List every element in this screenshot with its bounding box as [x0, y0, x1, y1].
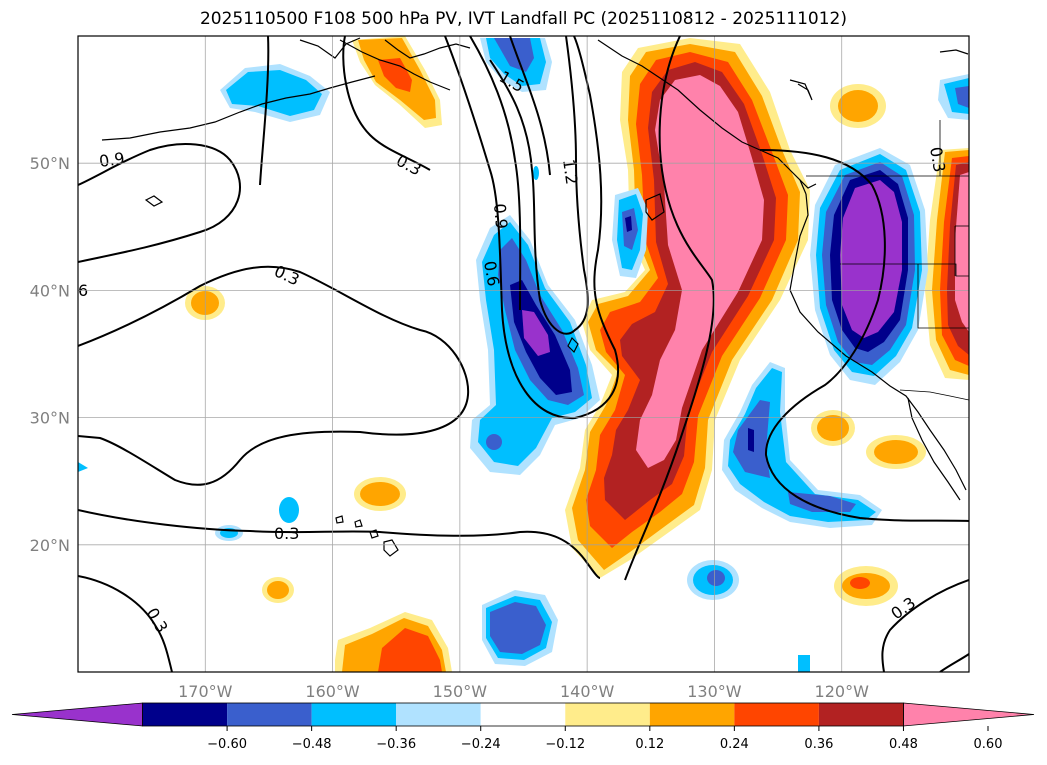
lat-tick-label: 50°N	[30, 154, 70, 173]
lon-tick-label: 120°W	[815, 682, 870, 701]
colorbar-segment	[227, 703, 312, 726]
map-frame	[77, 35, 970, 673]
colorbar-segment	[565, 703, 650, 726]
contour-label: 0.3	[274, 524, 299, 543]
lat-tick-label: 20°N	[30, 536, 70, 555]
longitude-labels: 170°W 160°W 150°W 140°W 130°W 120°W	[178, 682, 869, 701]
colorbar-tick-label: 0.36	[804, 737, 833, 752]
coastlines	[101, 37, 969, 557]
colorbar-tick-label: 0.48	[889, 737, 918, 752]
colorbar: −0.60 −0.48 −0.36 −0.24 −0.12 0.12 0.24 0.36 0.4…	[11, 702, 1035, 752]
contour-label: 0.6	[480, 259, 503, 287]
colorbar-segment	[818, 703, 904, 726]
negative-anomaly-west-coast	[810, 148, 928, 385]
colorbar-segment	[649, 703, 735, 726]
map-panel: 1.5 0.9 0.3 1.2 0.9 0.6 6 0.3 0.3 0.3 0.…	[78, 36, 969, 672]
contour-label: 1.2	[559, 158, 581, 186]
negative-anomaly-subtropics	[722, 362, 882, 528]
colorbar-frame	[142, 702, 904, 727]
latitude-labels: 50°N 40°N 30°N 20°N	[30, 154, 70, 555]
colorbar-tick-label: 0.12	[635, 737, 664, 752]
lon-tick-label: 170°W	[178, 682, 233, 701]
colorbar-segment	[311, 703, 397, 726]
lon-tick-label: 140°W	[560, 682, 615, 701]
colorbar-segment	[734, 703, 819, 726]
colorbar-extend-low	[11, 702, 143, 727]
colorbar-segment	[480, 703, 566, 726]
colorbar-tick-label: −0.48	[292, 737, 332, 752]
colorbar-tick-label: −0.12	[545, 737, 585, 752]
lat-tick-label: 30°N	[30, 409, 70, 428]
colorbar-extend-high	[903, 702, 1035, 727]
colorbar-segment	[396, 703, 481, 726]
colorbar-tick-label: 0.60	[974, 737, 1003, 752]
lon-tick-label: 160°W	[305, 682, 360, 701]
pv-contours	[78, 36, 969, 672]
lon-tick-label: 150°W	[433, 682, 488, 701]
colorbar-tick-label: −0.36	[376, 737, 416, 752]
gridlines	[78, 36, 969, 672]
lon-tick-label: 130°W	[687, 682, 742, 701]
map-title: 2025110500 F108 500 hPa PV, IVT Landfall…	[199, 9, 847, 29]
political-borders	[806, 120, 969, 401]
colorbar-tick-label: −0.60	[207, 737, 247, 752]
lat-tick-label: 40°N	[30, 281, 70, 300]
colorbar-tick-label: −0.24	[461, 737, 501, 752]
contour-label: 0.9	[490, 203, 511, 230]
negative-anomaly-patches	[78, 38, 969, 672]
colorbar-segment	[142, 703, 228, 726]
colorbar-tick-label: 0.24	[720, 737, 749, 752]
contour-label: 0.3	[926, 145, 949, 173]
contour-label: 0.9	[98, 149, 126, 171]
ar-plume-positive	[565, 38, 810, 578]
